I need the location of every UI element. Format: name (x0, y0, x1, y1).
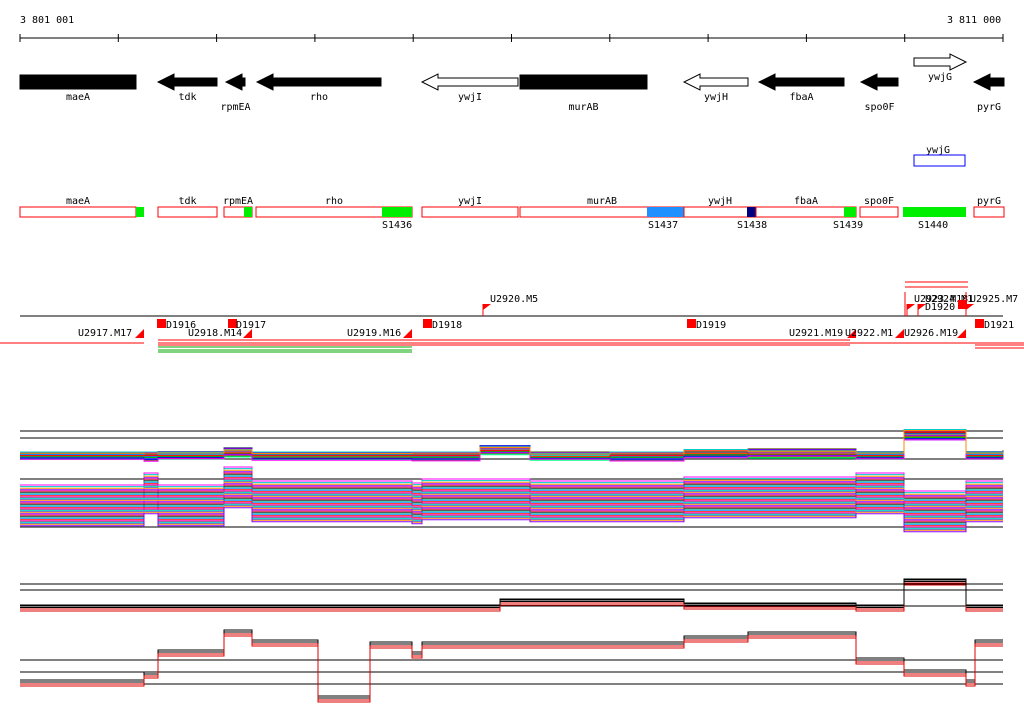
downstream-label: D1921 (984, 320, 1014, 331)
gene-spo0F[interactable]: spo0F (859, 73, 899, 113)
upstream-label: U2926.M19 (904, 328, 958, 339)
upstream-U2922.M1[interactable]: U2922.M1 (845, 328, 904, 339)
upstream-label: U2925.M7 (970, 294, 1018, 305)
upstream-label: U2920.M5 (490, 294, 538, 305)
downstream-label: D1917 (236, 320, 266, 331)
regulatory-track: U2917.M17 U2918.M14 U2919.M16 U2920.M5 U2921… (20, 281, 1018, 339)
downstream-label: D1920 (925, 302, 955, 313)
upstream-U2925.M7[interactable]: U2925.M7 (965, 294, 1018, 316)
ywjG-box-label: ywjG (926, 145, 950, 156)
downstream-label: D1918 (432, 320, 462, 331)
gene-label: murAB (568, 102, 598, 113)
expression-plots (20, 429, 1004, 703)
downstream-D1916[interactable]: D1916 (157, 319, 196, 331)
operon-ywjI[interactable]: ywjI (421, 196, 519, 218)
operon-rpmEA[interactable]: rpmEA (223, 196, 253, 218)
downstream-D1920[interactable]: D1920 (925, 300, 967, 313)
coordinate-ruler: 3 801 001 3 811 000 (19, 15, 1004, 42)
downstream-label: D1916 (166, 320, 196, 331)
segment-label-S1436: S1436 (382, 220, 412, 231)
gene-label: fbaA (789, 92, 813, 103)
segment-block-S1439 (844, 207, 856, 217)
gene-maeA[interactable]: maeA (19, 74, 137, 103)
operon-track: maeA tdk rpmEA rho ywjI murAB ywjH fbaA spo0F pyr… (19, 196, 1005, 218)
upstream-label: U2921.M19 (789, 328, 843, 339)
operon-pyrG[interactable]: pyrG (973, 196, 1005, 218)
upstream-label: U2918.M14 (188, 328, 242, 339)
gene-ywjG[interactable]: ywjG (913, 53, 968, 83)
operon-label: pyrG (977, 196, 1001, 207)
segment-label-S1440: S1440 (918, 220, 948, 231)
operon-spo0F[interactable]: spo0F (859, 196, 899, 218)
upstream-label: U2922.M1 (845, 328, 893, 339)
upstream-U2921.M19[interactable]: U2921.M19 (789, 328, 856, 339)
gene-label: ywjI (458, 92, 482, 103)
upstream-label: U2923.M18 (914, 294, 968, 305)
upstream-label: U2917.M17 (78, 328, 132, 339)
operon-label: ywjH (708, 196, 732, 207)
gene-tdk[interactable]: tdk (156, 73, 218, 103)
operon-rho[interactable]: rho (255, 196, 413, 218)
downstream-D1917[interactable]: D1917 (228, 319, 266, 331)
upstream-label: U2919.M16 (347, 328, 401, 339)
upstream-U2924.M1[interactable]: U2924.M1 (917, 294, 973, 316)
operon-label: ywjI (458, 196, 482, 207)
segment-labels: S1436 S1437 S1438 S1439 S1440 (382, 220, 948, 231)
downstream-D1921[interactable]: D1921 (975, 319, 1014, 331)
downstream-D1919[interactable]: D1919 (687, 319, 726, 331)
gene-label: rpmEA (220, 102, 250, 113)
gene-label: ywjH (704, 92, 728, 103)
operon-label: fbaA (794, 196, 818, 207)
upstream-label: U2924.M1 (925, 294, 973, 305)
gene-rho[interactable]: rho (255, 73, 382, 103)
operon-murAB[interactable]: murAB (519, 196, 685, 218)
gene-label: maeA (66, 92, 90, 103)
gene-label: ywjG (928, 72, 952, 83)
segment-label-S1437: S1437 (648, 220, 678, 231)
operon-label: murAB (587, 196, 617, 207)
downstream-label: D1919 (696, 320, 726, 331)
gene-fbaA[interactable]: fbaA (757, 73, 845, 103)
span-track (0, 339, 1024, 353)
gene-label: spo0F (864, 102, 894, 113)
ruler-end-label: 3 811 000 (947, 15, 1001, 26)
gene-pyrG[interactable]: pyrG (972, 73, 1005, 113)
operon-fbaA[interactable]: fbaA (755, 196, 857, 218)
upstream-U2919.M16[interactable]: U2919.M16 (347, 328, 412, 339)
operon-label: spo0F (864, 196, 894, 207)
segment-block-S1440 (903, 207, 966, 217)
operon-tdk[interactable]: tdk (157, 196, 218, 218)
gene-rpmEA[interactable]: rpmEA (220, 73, 251, 113)
operon-maeA[interactable]: maeA (19, 196, 144, 218)
operon-label: tdk (178, 196, 196, 207)
ywjG-feature[interactable]: ywjG (913, 145, 966, 167)
segment-label-S1438: S1438 (737, 220, 767, 231)
ruler-start-label: 3 801 001 (20, 15, 74, 26)
upstream-U2918.M14[interactable]: U2918.M14 (188, 328, 252, 339)
upstream-U2920.M5[interactable]: U2920.M5 (482, 294, 538, 316)
upstream-U2926.M19[interactable]: U2926.M19 (904, 328, 966, 339)
gene-label: pyrG (977, 102, 1001, 113)
operon-label: maeA (66, 196, 90, 207)
gene-label: rho (310, 92, 328, 103)
segment-label-S1439: S1439 (833, 220, 863, 231)
operon-label: rpmEA (223, 196, 253, 207)
gene-label: tdk (178, 92, 196, 103)
upstream-U2917.M17[interactable]: U2917.M17 (78, 328, 144, 339)
upstream-U2923.M18[interactable]: U2923.M18 (906, 294, 968, 316)
gene-murAB[interactable]: murAB (519, 74, 648, 113)
gene-ywjH[interactable]: ywjH (682, 73, 749, 103)
downstream-D1918[interactable]: D1918 (423, 319, 462, 331)
gene-track: maeA tdk rpmEA rho ywjI murAB ywjH fbaA spo0F ywj… (19, 53, 1005, 113)
gene-ywjI[interactable]: ywjI (420, 73, 519, 103)
operon-label: rho (325, 196, 343, 207)
operon-ywjH[interactable]: ywjH (683, 196, 758, 218)
